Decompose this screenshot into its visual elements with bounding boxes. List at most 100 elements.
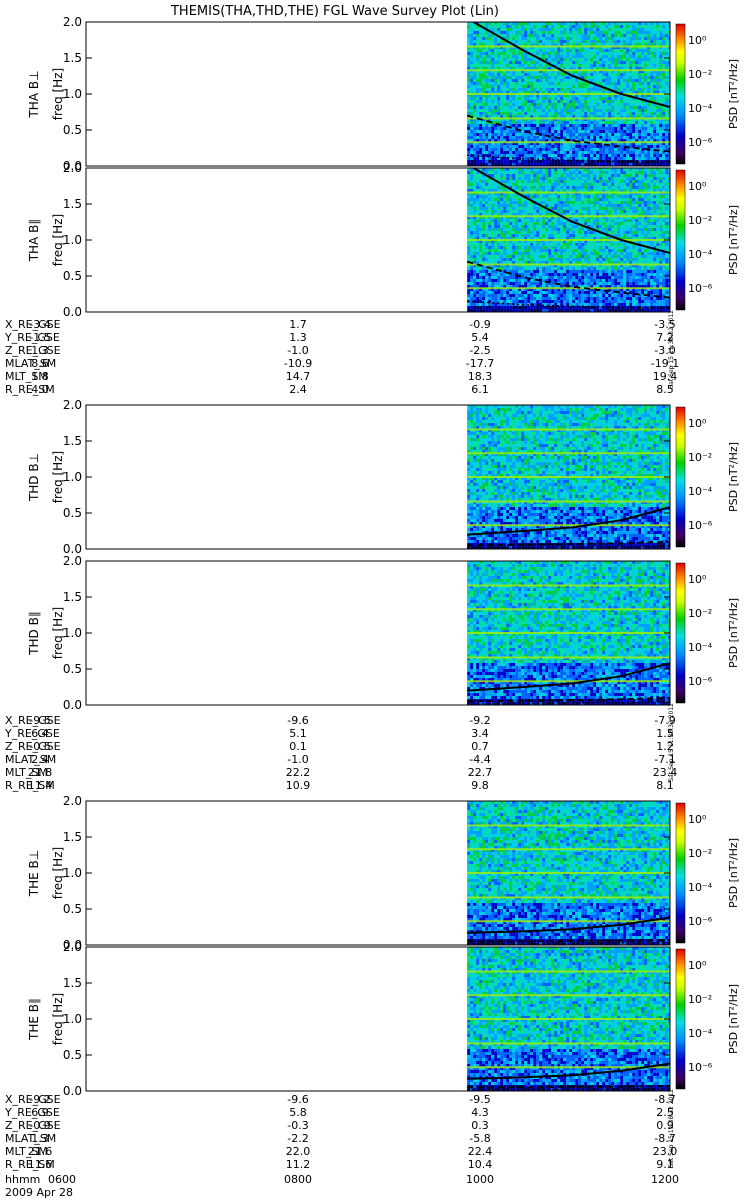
ephemeris-value: -10.9 [284, 357, 312, 370]
y-axis-label: freq [Hz] [51, 68, 65, 120]
ephemeris-value: 9.1 [656, 1158, 674, 1171]
colorbar-tick-label: 10⁰ [688, 417, 707, 430]
panel-label: THE B⊥ [27, 850, 41, 897]
x-tick-label: 1200 [651, 1173, 679, 1186]
y-tick-label: 0.0 [63, 305, 82, 319]
spectrogram-region [467, 947, 670, 1091]
y-tick-label: 1.0 [63, 87, 82, 101]
ephemeris-value: 0.1 [289, 740, 307, 753]
ephemeris-value: 10.4 [468, 1158, 493, 1171]
spectrogram-region [466, 168, 670, 312]
ephemeris-value: -4.4 [469, 753, 490, 766]
panel-tha-par: 2.0 1.5 1.0 0.5 0.0 THA B∥ freq [Hz] 10⁰ 10⁻² 10⁻… [27, 161, 740, 389]
curve-dotted [467, 1088, 670, 1091]
curve-solid [467, 1062, 670, 1080]
ephemeris-value: -3.4 [29, 318, 50, 331]
curve-dotted [467, 545, 670, 549]
ephemeris-value: 6.9 [31, 1106, 49, 1119]
colorbar-tick-label: 10⁻⁴ [688, 485, 713, 498]
curve-dashed [467, 696, 670, 703]
y-tick-label: 0.0 [63, 159, 82, 173]
curve-solid [471, 22, 670, 108]
ephemeris-value: 6.4 [31, 727, 49, 740]
ephemeris-value: 21.6 [28, 1145, 53, 1158]
ephemeris-value: 22.4 [468, 1145, 493, 1158]
colorbar [675, 406, 686, 548]
y-tick-label: 2.0 [63, 554, 82, 568]
panel-tha-perp: 2.0 1.5 1.0 0.5 0.0 THA B⊥ freq [Hz] 10⁰ 10⁻² 10⁻… [27, 15, 740, 173]
figure-title: THEMIS(THA,THD,THE) FGL Wave Survey Plot… [170, 4, 499, 19]
ephemeris-value: 2.4 [31, 753, 49, 766]
y-tick-label: 1.5 [63, 51, 82, 65]
ephemeris-value: 23.0 [653, 1145, 678, 1158]
y-tick-label: 0.0 [63, 698, 82, 712]
x-axis-label: hhmm [5, 1173, 40, 1186]
curve-dashed [467, 540, 670, 547]
colorbar [675, 562, 686, 704]
colorbar-tick-label: 10⁻⁴ [688, 248, 713, 261]
ephemeris-value: 22.2 [286, 766, 311, 779]
colorbar-tick-label: 10⁻⁶ [688, 136, 713, 149]
colorbar-tick-label: 10⁻⁴ [688, 102, 713, 115]
ephemeris-label: MLT_SM [5, 766, 48, 779]
timestamp: Sat Sep 15 11:38:32 2012 [668, 1089, 675, 1168]
ephemeris-value: -9.5 [469, 1093, 490, 1106]
curve-solid [467, 506, 670, 536]
timestamp: Sat Sep 15 11:38:32 2012 [668, 703, 675, 782]
y-tick-label: 1.5 [63, 830, 82, 844]
colorbar-tick-label: 10⁻⁴ [688, 1027, 713, 1040]
colorbar-label: PSD [nT²/Hz] [727, 598, 740, 668]
ephemeris-value: 11.4 [28, 779, 53, 792]
x-tick-labels: 0600 0800 1000 1200 [48, 1173, 679, 1186]
spectrogram-region [466, 22, 670, 166]
x-tick-label: 0600 [48, 1173, 76, 1186]
y-tick-label: 2.0 [63, 15, 82, 29]
curve-dashed [467, 939, 670, 943]
y-axis-label: freq [Hz] [51, 451, 65, 503]
ephemeris-value: -0.9 [469, 318, 490, 331]
ephemeris-label: Z_RE_GSE [5, 1119, 61, 1132]
ephemeris-label: X_RE_GSE [5, 714, 61, 727]
colorbar-tick-label: 10⁰ [688, 813, 707, 826]
ephemeris-value: -3.5 [654, 318, 675, 331]
curve-solid [467, 916, 670, 934]
panel-label: THD B⊥ [27, 453, 41, 502]
curve-dashed [466, 114, 670, 153]
y-tick-label: 1.0 [63, 626, 82, 640]
ephemeris-value: 19.4 [653, 370, 678, 383]
panel-the-par: 2.0 1.5 1.0 0.5 0.0 THE B∥ freq [Hz] 10⁰ 10⁻² 10⁻… [27, 940, 740, 1168]
ephemeris-label: Y_RE_GSE [4, 331, 60, 344]
colorbar [675, 23, 686, 165]
ephemeris-value: 22.0 [286, 1145, 311, 1158]
curve-dashed [466, 260, 670, 299]
colorbar-tick-label: 10⁻² [688, 68, 712, 81]
y-tick-label: 0.5 [63, 269, 82, 283]
ephemeris-label: R_RE_SM [5, 779, 55, 792]
curve-dotted [467, 941, 670, 945]
x-tick-label: 0800 [284, 1173, 312, 1186]
panel-the-perp: 2.0 1.5 1.0 0.5 0.0 THE B⊥ freq [Hz] 10⁰ 10⁻² 10⁻… [27, 794, 740, 952]
ephemeris-value: -9.5 [29, 714, 50, 727]
ephemeris-block: X_RE_GSE-3.4 1.7 -0.9 -3.5Y_RE_GSE-1.5 1.3 5.… [4, 318, 679, 396]
panel-thd-perp: 2.0 1.5 1.0 0.5 0.0 THD B⊥ freq [Hz] 10⁰ 10⁻² 10⁻… [27, 398, 740, 556]
colorbar-tick-label: 10⁰ [688, 34, 707, 47]
panel-thd-par: 2.0 1.5 1.0 0.5 0.0 THD B∥ freq [Hz] 10⁰ 10⁻² 10⁻… [27, 554, 740, 782]
ephemeris-value: 5.1 [289, 727, 307, 740]
y-tick-label: 1.5 [63, 976, 82, 990]
ephemeris-tables: X_RE_GSE-3.4 1.7 -0.9 -3.5Y_RE_GSE-1.5 1.3 5.… [4, 318, 679, 1171]
ephemeris-label: R_RE_SM [5, 1158, 55, 1171]
y-tick-label: 2.0 [63, 794, 82, 808]
y-axis-label: freq [Hz] [51, 214, 65, 266]
ephemeris-value: -7.9 [654, 714, 675, 727]
colorbar-tick-label: 10⁻⁶ [688, 519, 713, 532]
ephemeris-value: 1.3 [289, 331, 307, 344]
ephemeris-value: -2.5 [469, 344, 490, 357]
colorbar-label: PSD [nT²/Hz] [727, 838, 740, 908]
ephemeris-label: MLT_SM [5, 1145, 48, 1158]
y-tick-label: 2.0 [63, 161, 82, 175]
ephemeris-value: -1.0 [287, 344, 308, 357]
y-tick-label: 1.5 [63, 590, 82, 604]
colorbar-tick-label: 10⁻² [688, 607, 712, 620]
ephemeris-value: 0.3 [471, 1119, 489, 1132]
